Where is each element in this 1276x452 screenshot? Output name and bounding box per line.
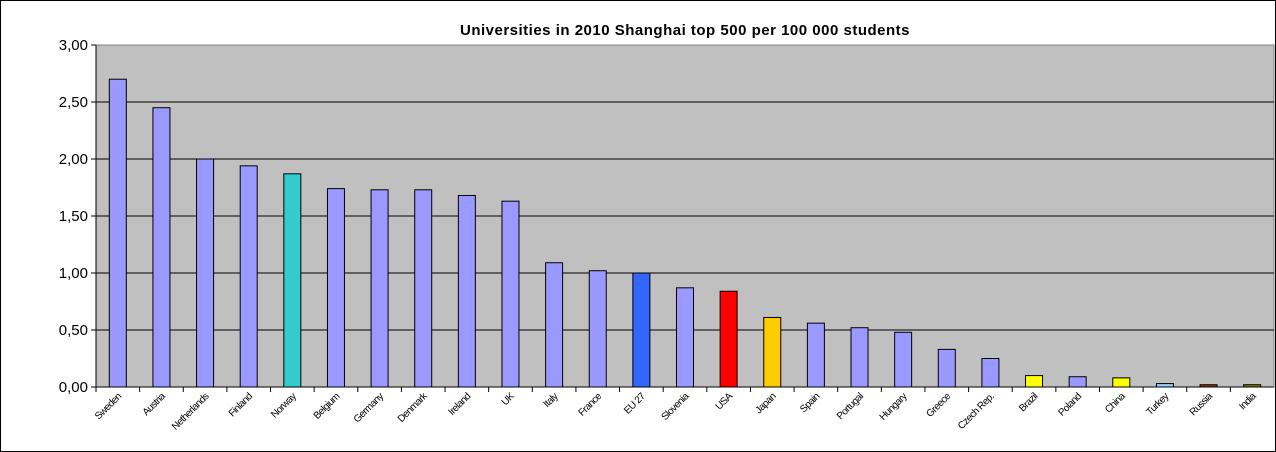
bar-usa: [719, 290, 738, 388]
bar-uk: [501, 200, 520, 388]
bar-spain: [806, 322, 825, 388]
y-tick-label: 1,50: [59, 208, 88, 225]
bar-japan: [763, 316, 782, 388]
x-tick-label: Slovenia: [660, 391, 692, 423]
bar-france: [588, 270, 607, 388]
y-tick-label: 0,00: [59, 379, 88, 396]
x-tick-label: Belgium: [312, 391, 343, 422]
x-tick-label: UK: [500, 391, 517, 408]
x-tick-label: Spain: [798, 391, 822, 415]
x-tick-label: Ireland: [447, 391, 473, 417]
x-tick-label: Austria: [141, 391, 169, 419]
x-tick-label: Turkey: [1144, 391, 1171, 418]
y-tick-label: 0,50: [59, 322, 88, 339]
x-tick-label: USA: [714, 391, 736, 413]
x-tick-label: Italy: [542, 391, 561, 410]
bar-hungary: [894, 331, 913, 388]
bar-china: [1112, 377, 1131, 388]
bar-austria: [152, 107, 171, 388]
x-tick-label: France: [577, 391, 605, 419]
y-tick-label: 2,50: [59, 94, 88, 111]
x-tick-label: Japan: [753, 391, 778, 416]
x-tick-label: India: [1237, 391, 1259, 413]
bar-finland: [239, 165, 258, 388]
x-tick-label: Czech Rep.: [956, 391, 996, 431]
x-tick-label: Brazil: [1017, 391, 1040, 414]
bar-italy: [545, 262, 564, 388]
x-tick-label: Sweden: [93, 391, 124, 422]
bar-sweden: [108, 78, 127, 388]
x-tick-label: Poland: [1057, 391, 1084, 418]
x-tick-label: Russia: [1188, 391, 1216, 419]
bar-ireland: [457, 194, 476, 388]
x-tick-label: Germany: [352, 391, 386, 425]
x-tick-label: Hungary: [878, 391, 910, 423]
x-tick-label: Denmark: [396, 390, 431, 425]
bar-eu-27: [632, 272, 651, 388]
bar-portugal: [850, 327, 869, 388]
bar-czech-rep: [981, 358, 1000, 388]
bars: [108, 78, 1262, 388]
x-axis: Sweden Austria Netherlands Finland Norway Bel…: [93, 386, 1274, 433]
y-tick-label: 2,00: [59, 151, 88, 168]
bar-netherlands: [196, 158, 215, 388]
bar-norway: [283, 173, 302, 388]
x-tick-label: Finland: [227, 391, 255, 419]
bar-slovenia: [676, 287, 694, 388]
bar-germany: [370, 189, 389, 388]
x-tick-label: Norway: [269, 391, 299, 421]
x-tick-label: EU 27: [622, 391, 648, 417]
bar-brazil: [1025, 375, 1044, 388]
bar-greece: [937, 348, 956, 388]
x-tick-label: China: [1103, 391, 1128, 416]
bar-poland: [1068, 376, 1087, 388]
bar-belgium: [326, 188, 345, 388]
x-tick-label: Netherlands: [170, 391, 212, 433]
y-tick-label: 1,00: [59, 265, 88, 282]
x-tick-label: Portugal: [835, 391, 866, 422]
x-tick-label: Greece: [924, 391, 953, 420]
chart-title: Universities in 2010 Shanghai top 500 pe…: [459, 22, 910, 39]
bar-denmark: [414, 189, 433, 388]
y-axis: 0,00 0,50 1,00 1,50 2,00 2,50 3,00: [59, 37, 97, 396]
y-tick-label: 3,00: [59, 37, 88, 54]
bar-turkey: [1155, 383, 1174, 388]
